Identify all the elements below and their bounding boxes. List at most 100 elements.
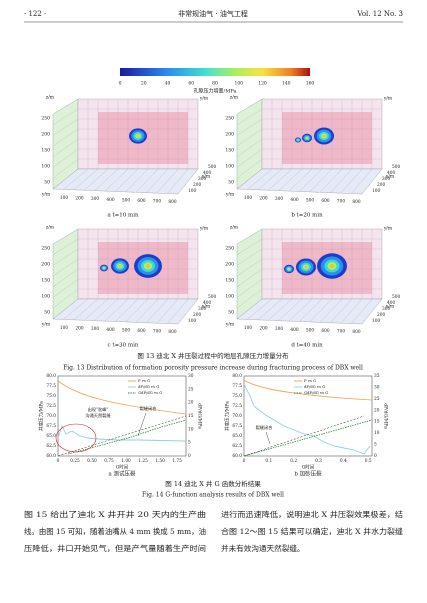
panel-label: a t=10 min: [107, 213, 139, 219]
floor-grid: [125, 298, 149, 322]
y-tick-label: 67.5: [232, 424, 242, 429]
wall-grid: [52, 268, 79, 287]
y-tick-label: 72.5: [232, 404, 242, 409]
tick-label: 100: [225, 164, 234, 170]
axis-label: x/m: [202, 304, 211, 310]
tick-label: 500: [122, 328, 130, 333]
colorbar-tick: 140: [282, 81, 291, 87]
wall-grid: [52, 158, 79, 179]
legend-label: GdP/dG vs G: [138, 390, 162, 395]
annotation-arrow: [265, 431, 271, 445]
wall-grid: [52, 118, 79, 136]
wall-grid: [52, 138, 79, 157]
x-tick-label: 0: [243, 459, 246, 464]
y-tick-label: 62.5: [232, 444, 242, 449]
floor-grid: [104, 298, 129, 322]
tick-label: 600: [137, 199, 145, 204]
pressure-blob: [103, 267, 105, 269]
x-tick-label: 1.75: [172, 459, 182, 464]
floor-grid: [125, 168, 149, 192]
floor-grid: [288, 298, 313, 322]
axis-label: z/m: [46, 225, 55, 231]
floor-grid: [340, 298, 363, 324]
p-curve: [243, 379, 373, 401]
tick-label: 200: [225, 262, 234, 268]
pressure-blob: [306, 137, 308, 139]
y2-tick-label: 30: [188, 374, 194, 379]
tick-label: 200: [225, 132, 234, 138]
floor-grid: [278, 168, 303, 191]
tick-label: 300: [91, 327, 99, 332]
floor-grid: [299, 168, 323, 192]
y-tick-label: 77.5: [232, 384, 242, 389]
tick-label: 700: [153, 200, 161, 205]
y2-tick-label: 25: [188, 387, 194, 392]
tick-label: 300: [382, 177, 390, 182]
tick-label: 300: [198, 307, 206, 312]
tick-label: 100: [244, 326, 252, 331]
tick-label: 300: [275, 327, 283, 332]
floor-grid: [320, 298, 343, 323]
legend-label: P vs G: [138, 378, 150, 383]
x-tick-label: 0.5: [365, 459, 372, 464]
x-tick-label: 0.4: [340, 459, 347, 464]
axis-label: y/m: [383, 226, 393, 232]
tick-label: 700: [337, 200, 345, 205]
y2-tick-label: 20: [374, 408, 380, 413]
pressure-blob: [145, 264, 151, 268]
axis-label: z/m: [46, 95, 55, 101]
axis-label: x/m: [386, 304, 395, 310]
floor-grid: [351, 168, 373, 194]
wall-grid: [236, 118, 263, 136]
tick-label: 50: [44, 180, 50, 186]
floor-grid: [84, 298, 109, 321]
tick-label: 500: [208, 165, 216, 170]
tick-label: 800: [168, 330, 176, 335]
tick-label: 200: [377, 313, 385, 318]
x-tick-label: 0.2: [290, 459, 297, 464]
tick-label: 400: [387, 171, 395, 176]
axis-label: y/m: [199, 96, 209, 102]
axis-label: dP/dG/MPa: [383, 403, 389, 429]
legend-label: dP/dG vs G: [304, 384, 325, 389]
wall-grid: [236, 278, 263, 298]
y2-tick-label: 20: [188, 401, 194, 406]
floor-grid: [330, 168, 353, 193]
y2-tick-label: 30: [374, 385, 380, 390]
floor-grid: [257, 298, 283, 320]
pressure-blob: [304, 265, 308, 269]
floor-grid: [73, 298, 99, 320]
figure-14: 80.0 77.5 75.0 72.5 70.0 67.5 65.0 62.5 60.0 30 25…: [38, 374, 389, 478]
y-tick-label: 67.5: [46, 424, 56, 429]
paragraph-line: 合图 12～图 15 结果可以确定，迪北 X 井水力裂缝: [221, 526, 403, 536]
colorbar-tick: 40: [165, 81, 171, 87]
y2-tick-label: 5: [188, 441, 191, 446]
annotation: 裂缝闭合: [256, 424, 274, 431]
tick-label: 100: [225, 294, 234, 300]
axis-label: x/m: [202, 174, 211, 180]
tick-label: 700: [337, 330, 345, 335]
tick-label: 500: [392, 165, 400, 170]
floor-grid: [268, 168, 293, 191]
axis-label: dP/dG/MPa: [197, 403, 203, 429]
wall-grid: [52, 238, 79, 255]
tick-label: 200: [41, 132, 50, 138]
dpdg-curve: [243, 383, 371, 455]
tick-label: 150: [225, 148, 234, 154]
y2-tick-label: 25: [374, 397, 380, 402]
colorbar-tick: 160: [306, 81, 315, 87]
tick-label: 200: [259, 197, 267, 202]
p-curve: [57, 380, 187, 415]
y-tick-label: 60.0: [232, 454, 242, 459]
y-tick-label: 75.0: [232, 394, 242, 399]
wall-grid: [236, 258, 263, 277]
axis-label: y/m: [225, 322, 235, 328]
wall-grid: [52, 248, 79, 266]
y-tick-label: 65.0: [46, 434, 56, 439]
colorbar-tick: 120: [258, 81, 267, 87]
tick-label: 400: [106, 328, 114, 333]
